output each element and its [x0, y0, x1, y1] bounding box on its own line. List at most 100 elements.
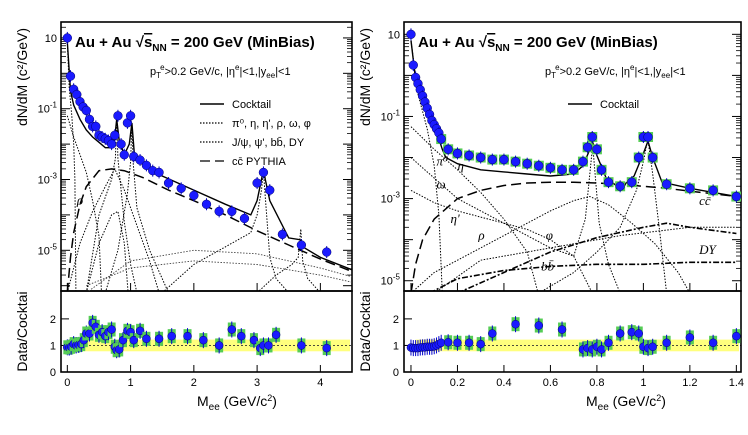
- data-point: [141, 160, 152, 170]
- ratio-point: [685, 333, 695, 342]
- ratio-point: [107, 325, 116, 334]
- data-point: [277, 229, 288, 240]
- x-tick-label: 4: [317, 377, 323, 389]
- ratio-tick-label: 2: [393, 314, 399, 326]
- data-point: [731, 191, 741, 202]
- ratio-tick-label: 1: [393, 340, 399, 352]
- data-point: [534, 161, 544, 171]
- x-tick-label: 1: [640, 377, 646, 389]
- curve-ccbar: [66, 168, 352, 291]
- ratio-point: [511, 319, 520, 329]
- y-tick-label: 10-3: [38, 172, 58, 187]
- data-point: [436, 134, 446, 144]
- data-point: [406, 29, 416, 39]
- annotation-label: η': [450, 211, 459, 226]
- y-tick-label: 10-5: [38, 242, 58, 257]
- ratio-point: [557, 325, 567, 334]
- curve-eta_prime: [410, 189, 592, 291]
- ratio-point: [129, 335, 138, 345]
- ratio-point: [183, 331, 192, 341]
- x-tick-label: 0.4: [496, 377, 511, 389]
- legend-label: π⁰, η, η', ρ, ω, φ: [232, 118, 311, 130]
- curve-ccbar: [410, 181, 737, 291]
- data-point: [125, 111, 136, 121]
- ratio-axis-label: Data/Cocktai: [14, 291, 30, 371]
- ratio-point: [297, 341, 306, 350]
- data-point: [522, 159, 532, 169]
- data-point: [227, 206, 237, 217]
- annotation-label: π⁰: [437, 154, 450, 169]
- data-point: [296, 240, 307, 250]
- data-point: [499, 154, 509, 165]
- panel-right: 0 0.2 0.4 0.6 0.8 1 1.2 1.4 10-5 10-3 10-1 10 0 1 2 dN/…: [357, 21, 744, 413]
- curve-phi: [541, 138, 667, 291]
- ratio-point: [627, 327, 637, 337]
- data-point: [110, 130, 120, 140]
- annotation-label: bb̄: [541, 258, 555, 273]
- curves-layer: [406, 28, 741, 291]
- ratio-point: [476, 339, 485, 349]
- curve-rho: [412, 195, 690, 291]
- ratio-point: [464, 338, 474, 348]
- data-point: [135, 155, 145, 165]
- x-tick-label: 3: [254, 377, 260, 389]
- ratio-point: [597, 345, 606, 354]
- data-point: [627, 177, 637, 187]
- x-tick-label: 1: [128, 377, 134, 389]
- curve-bbbar: [431, 261, 737, 291]
- ratio-tick-label: 0: [393, 367, 399, 379]
- ratio-point: [662, 338, 671, 348]
- kinematic-cuts: pTe>0.2 GeV/c, |ηe|<1,|yee|<1: [150, 63, 291, 80]
- data-point: [258, 167, 269, 178]
- ratio-point: [322, 343, 331, 353]
- data-point: [116, 139, 126, 149]
- data-point: [476, 152, 486, 163]
- ratio-point: [264, 341, 273, 350]
- curve-eta: [410, 126, 539, 291]
- ratio-point: [443, 338, 453, 347]
- y-tick-label: 10-3: [381, 191, 401, 206]
- ratio-point: [227, 325, 237, 334]
- data-point: [596, 165, 607, 175]
- data-point: [569, 165, 579, 175]
- x-axis-label: Mee (GeV/c2): [586, 393, 666, 413]
- ratio-point: [534, 321, 544, 330]
- kinematic-cuts: pTe>0.2 GeV/c, |ηe|<1,|yee|<1: [545, 63, 686, 80]
- x-tick-label: 0.8: [589, 377, 604, 389]
- data-point: [648, 152, 658, 163]
- data-point: [661, 179, 672, 189]
- annotation-label: DY: [698, 242, 717, 257]
- ratio-point: [199, 335, 208, 345]
- y-tick-label: 10: [45, 33, 57, 45]
- data-point: [487, 154, 497, 165]
- ratio-point: [634, 329, 643, 338]
- ratio-point: [237, 331, 246, 341]
- legend-label: cc̄ PYTHIA: [232, 156, 286, 168]
- data-point: [510, 156, 521, 167]
- legend-label: Cocktail: [600, 99, 639, 111]
- x-tick-label: 0.2: [450, 377, 465, 389]
- data-point: [265, 185, 275, 195]
- data-point: [578, 156, 588, 167]
- data-point: [65, 71, 76, 81]
- annotation-label: cc̄: [699, 193, 711, 208]
- data-point: [643, 132, 653, 142]
- data-point: [91, 121, 101, 132]
- data-point: [113, 111, 123, 121]
- ratio-point: [135, 326, 145, 336]
- x-tick-label: 0: [408, 377, 414, 389]
- ratio-tick-label: 1: [50, 340, 56, 352]
- x-tick-label: 2: [191, 377, 197, 389]
- annotation-label: φ: [546, 228, 553, 243]
- data-point: [189, 190, 199, 201]
- data-point: [592, 144, 602, 154]
- data-point: [252, 178, 262, 188]
- data-point: [615, 181, 625, 191]
- y-tick-label: 10: [388, 29, 400, 41]
- data-point: [322, 247, 332, 257]
- curve-rho: [67, 167, 160, 291]
- data-point: [685, 183, 695, 193]
- data-point: [163, 178, 174, 188]
- data-point: [106, 139, 117, 149]
- data-point: [443, 144, 453, 154]
